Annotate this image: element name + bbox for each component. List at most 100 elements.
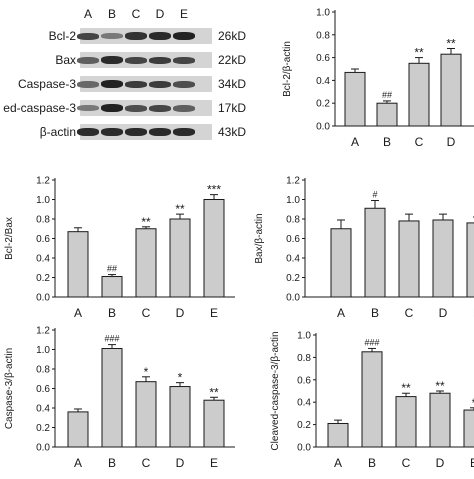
x-tick-label: B — [368, 456, 376, 470]
bar — [376, 102, 398, 127]
significance-label: # — [372, 189, 377, 199]
x-tick-label: E — [210, 456, 218, 470]
blot-band — [173, 32, 195, 40]
y-tick-label: 0.0 — [297, 443, 311, 454]
y-tick-label: 0.2 — [36, 273, 50, 284]
y-tick-label: 1.0 — [36, 195, 50, 206]
y-tick-label: 0.8 — [297, 353, 311, 364]
significance-label: ## — [382, 90, 392, 100]
blot-band — [149, 80, 171, 88]
y-tick-label: 0.4 — [286, 254, 300, 265]
significance-label: ** — [446, 36, 456, 50]
blot-band — [125, 32, 147, 40]
bar — [135, 228, 157, 298]
y-tick-label: 0.6 — [316, 53, 330, 64]
significance-label: ### — [364, 337, 379, 347]
blot-band — [77, 56, 99, 64]
blot-kd-label: 22kD — [218, 53, 247, 67]
bar — [330, 228, 352, 298]
y-axis-label: Cleaved-caspase-3/β-actin — [270, 331, 281, 450]
x-tick-label: E — [210, 306, 218, 320]
bar — [429, 392, 451, 448]
significance-label: ** — [401, 381, 411, 395]
y-tick-label: 1.0 — [286, 195, 300, 206]
y-tick-label: 0.4 — [297, 398, 311, 409]
blot-band — [77, 128, 99, 136]
y-tick-label: 0.0 — [36, 293, 50, 304]
y-tick-label: 0.6 — [297, 375, 311, 386]
significance-label: * — [472, 396, 474, 410]
significance-label: ## — [107, 264, 117, 274]
x-tick-label: E — [470, 456, 474, 470]
x-tick-label: D — [176, 456, 185, 470]
significance-label: ** — [141, 215, 151, 229]
significance-label: ** — [209, 385, 219, 399]
lane-label: C — [131, 7, 141, 21]
x-tick-label: C — [402, 456, 411, 470]
y-axis-label: Bcl-2/Bax — [4, 217, 15, 260]
blot-band — [77, 105, 99, 111]
significance-label: *** — [207, 183, 221, 197]
x-tick-label: B — [108, 456, 116, 470]
blot-band — [101, 33, 123, 39]
y-tick-label: 0.4 — [36, 404, 50, 415]
blot-band — [173, 104, 195, 112]
bar — [361, 351, 383, 448]
lane-label: B — [107, 7, 116, 21]
bar — [101, 276, 123, 298]
lane-label: E — [179, 7, 188, 21]
bar — [344, 71, 366, 127]
y-tick-label: 0.6 — [36, 234, 50, 245]
bar — [432, 219, 454, 298]
x-tick-label: A — [334, 456, 342, 470]
x-tick-label: B — [108, 306, 116, 320]
x-tick-label: A — [351, 135, 359, 149]
y-tick-label: 1.2 — [36, 176, 50, 187]
y-tick-label: 1.0 — [316, 8, 330, 19]
x-tick-label: C — [405, 306, 414, 320]
bar — [203, 399, 225, 448]
blot-band — [101, 56, 123, 64]
bar — [463, 409, 474, 448]
bar — [203, 199, 225, 298]
blot-kd-label: 26kD — [218, 29, 247, 43]
y-tick-label: 0.6 — [286, 234, 300, 245]
x-tick-label: B — [383, 135, 391, 149]
y-tick-label: 0.0 — [316, 122, 330, 133]
significance-label: ** — [435, 379, 445, 393]
bar — [466, 222, 474, 298]
x-tick-label: C — [415, 135, 424, 149]
significance-label: * — [178, 371, 183, 385]
bar — [169, 218, 191, 298]
x-tick-label: E — [473, 306, 474, 320]
x-tick-label: A — [74, 456, 82, 470]
y-tick-label: 0.8 — [36, 365, 50, 376]
y-axis-label: Bcl-2/β-actin — [282, 41, 293, 97]
bar — [408, 62, 430, 127]
significance-label: * — [144, 365, 149, 379]
bar — [135, 381, 157, 448]
significance-label: ** — [175, 202, 185, 216]
x-tick-label: A — [74, 306, 82, 320]
blot-band — [101, 80, 123, 88]
x-tick-label: C — [142, 306, 151, 320]
blot-band — [77, 32, 99, 40]
y-tick-label: 0.2 — [36, 423, 50, 434]
bar — [67, 411, 89, 448]
blot-row-label: β-actin — [39, 125, 76, 139]
y-tick-label: 1.0 — [36, 345, 50, 356]
bar — [327, 422, 349, 448]
y-tick-label: 0.2 — [286, 273, 300, 284]
y-tick-label: 0.2 — [297, 420, 311, 431]
blot-band — [149, 56, 171, 64]
blot-band — [173, 56, 195, 64]
significance-label: ** — [414, 46, 424, 60]
y-tick-label: 0.8 — [36, 215, 50, 226]
x-tick-label: A — [337, 306, 345, 320]
blot-row-label: Bcl-2 — [48, 29, 76, 43]
x-tick-label: B — [371, 306, 379, 320]
bar — [395, 396, 417, 448]
blot-band — [125, 128, 147, 136]
